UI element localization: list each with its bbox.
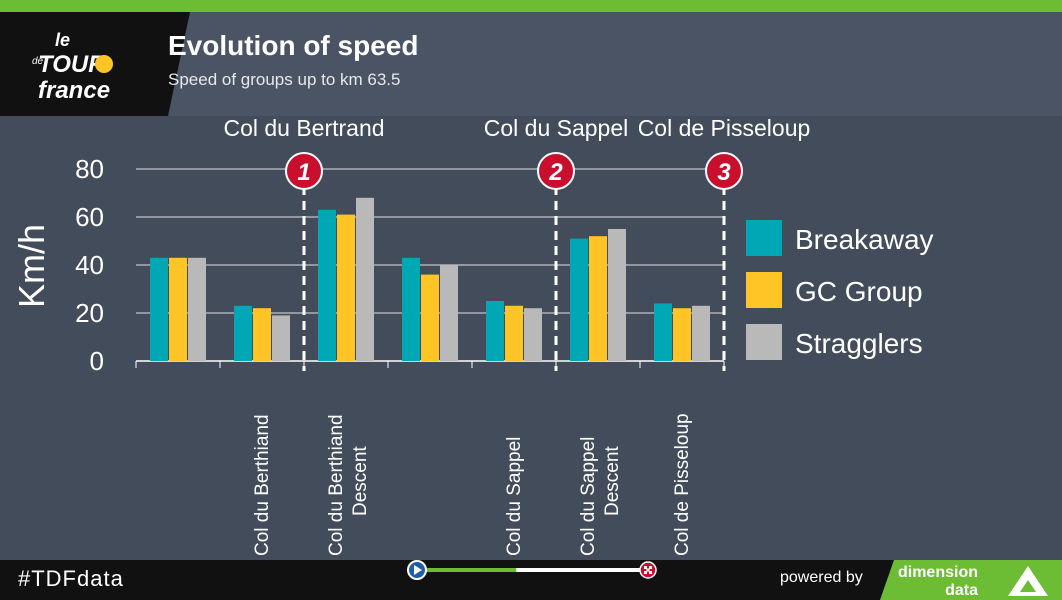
climb-name: Col de Pisseloup — [638, 116, 811, 141]
x-category-label: Col de Pisseloup — [672, 413, 693, 556]
bar-stragglers — [440, 265, 458, 361]
bar-breakaway — [150, 257, 168, 361]
climb-marker-circle — [537, 152, 575, 190]
climb-marker-circle — [705, 152, 743, 190]
x-category-label: Col du Berthiand Descent — [326, 414, 371, 556]
brand-line2: data — [945, 582, 978, 599]
x-category-label: Col du Sappel Descent — [578, 437, 623, 556]
top-accent-stripe — [0, 0, 1062, 12]
bar-breakaway — [318, 209, 336, 361]
legend-swatch — [746, 324, 782, 360]
climb-name: Col du Sappel — [484, 116, 629, 141]
y-tick-label: 80 — [75, 154, 104, 184]
bar-stragglers — [608, 229, 626, 361]
svg-text:de: de — [32, 56, 44, 67]
legend-label: GC Group — [795, 276, 923, 307]
y-axis-label: Km/h — [11, 224, 52, 308]
legend-label: Breakaway — [795, 224, 934, 255]
bar-stragglers — [524, 308, 542, 361]
svg-text:TOUR: TOUR — [38, 51, 106, 78]
svg-text:le: le — [55, 30, 70, 50]
race-progress-bar — [407, 560, 657, 580]
y-tick-label: 40 — [75, 250, 104, 280]
y-tick-label: 0 — [90, 346, 104, 376]
bar-gc-group — [505, 305, 523, 361]
bar-stragglers — [692, 305, 710, 361]
finish-flag-icon — [639, 561, 657, 579]
x-category-label: Col du Berthiand — [252, 414, 273, 556]
legend-label: Stragglers — [795, 328, 923, 359]
dimension-data-triangle-icon — [1008, 566, 1048, 596]
y-tick-label: 20 — [75, 298, 104, 328]
climb-number: 2 — [548, 159, 563, 186]
tdf-logo-mark: le TOUR de france — [32, 30, 113, 104]
bar-breakaway — [654, 303, 672, 361]
bar-breakaway — [570, 238, 588, 361]
bar-gc-group — [589, 236, 607, 361]
bar-gc-group — [421, 274, 439, 361]
x-category-label: Col du Sappel — [504, 437, 525, 556]
bar-stragglers — [188, 257, 206, 361]
tour-de-france-logo: le TOUR de france — [0, 12, 190, 116]
climb-number: 3 — [717, 159, 731, 186]
climb-name: Col du Bertrand — [223, 116, 384, 141]
legend-swatch — [746, 220, 782, 256]
svg-text:france: france — [38, 77, 110, 104]
bar-breakaway — [402, 257, 420, 361]
legend-swatch — [746, 272, 782, 308]
hashtag-label: #TDFdata — [18, 566, 124, 591]
y-tick-label: 60 — [75, 202, 104, 232]
page-title: Evolution of speed — [168, 30, 419, 61]
climb-number: 1 — [297, 159, 310, 186]
speed-chart: 0 20 40 60 80 Km/h Col du Berthiand Col du Bert… — [11, 116, 934, 556]
brand-line1: dimension — [898, 564, 978, 581]
climb-marker-circle — [285, 152, 323, 190]
dimension-data-logo: dimension data — [880, 560, 1062, 600]
bar-gc-group — [253, 308, 271, 361]
bar-gc-group — [337, 214, 355, 361]
play-icon[interactable] — [407, 560, 427, 580]
bar-gc-group — [169, 257, 187, 361]
bar-gc-group — [673, 308, 691, 361]
bar-breakaway — [486, 301, 504, 361]
powered-by-label: powered by — [780, 569, 863, 586]
bar-stragglers — [272, 315, 290, 361]
bar-stragglers — [356, 197, 374, 361]
bar-breakaway — [234, 305, 252, 361]
page-subtitle: Speed of groups up to km 63.5 — [168, 70, 401, 89]
